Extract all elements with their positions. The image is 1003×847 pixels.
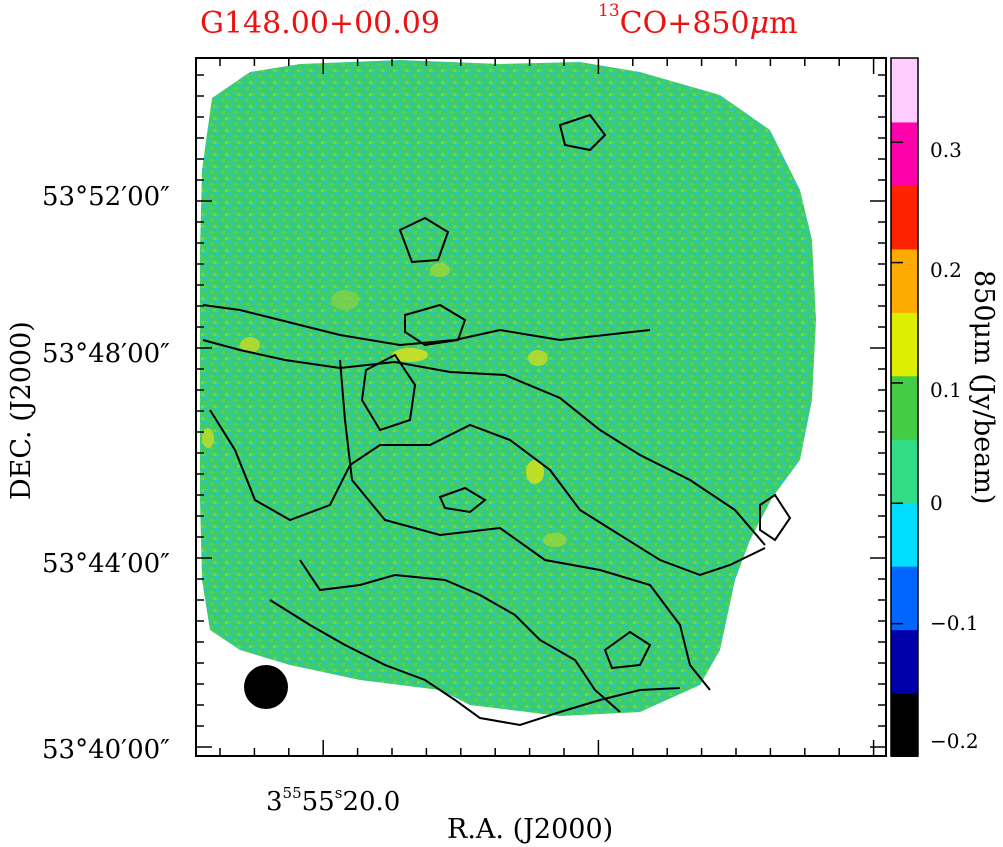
colorbar — [891, 58, 918, 757]
bright-clump — [202, 428, 214, 448]
contour-loop — [558, 113, 607, 152]
colorbar-tick-label: 0 — [930, 491, 943, 515]
contour-loop — [438, 486, 487, 514]
colorbar-band — [891, 565, 918, 631]
colorbar-band — [891, 311, 918, 377]
contour-line — [339, 359, 711, 691]
bright-clump — [331, 290, 359, 310]
contour-line — [202, 304, 651, 347]
tracer-unit: m — [769, 6, 798, 41]
x-axis-label: R.A. (J2000) — [447, 814, 613, 845]
bright-clump — [392, 348, 428, 362]
y-tick-label: 53°52′00″ — [42, 182, 170, 212]
colorbar-label: 850μm (Jy/beam) — [968, 270, 999, 504]
tracer-label: CO+850 — [619, 6, 750, 41]
colorbar-tick-label: 0.2 — [930, 258, 962, 282]
y-tick-label: 53°44′00″ — [42, 549, 170, 579]
bright-clump — [430, 263, 450, 277]
y-tick-marks — [196, 74, 886, 748]
x-tick-label: 35555s20.0 — [266, 784, 400, 817]
colorbar-tick-marks — [891, 141, 903, 745]
source-title: G148.00+00.09 — [200, 6, 440, 41]
y-axis-label: DEC. (J2000) — [6, 321, 37, 500]
isotope-superscript: 13 — [598, 1, 620, 21]
contour-line — [202, 339, 766, 546]
beam-marker — [244, 665, 288, 709]
y-tick-label: 53°40′00″ — [42, 735, 170, 765]
contour-overlay — [202, 113, 792, 727]
colorbar-band — [891, 502, 918, 567]
colorbar-band — [891, 692, 918, 757]
contour-loop — [360, 353, 417, 432]
bright-clump — [543, 533, 567, 547]
colorbar-band — [891, 58, 918, 123]
colorbar-band — [891, 375, 918, 440]
colorbar-tick-label: 0.1 — [930, 378, 962, 402]
colorbar-band — [891, 438, 918, 504]
plot-frame — [195, 57, 887, 757]
bright-clump — [526, 460, 544, 484]
colorbar-tick-label: 0.3 — [930, 138, 962, 162]
contour-loop — [404, 303, 467, 347]
contour-loop — [603, 630, 652, 670]
colorbar-tick-label: −0.2 — [930, 729, 979, 753]
colorbar-band — [891, 629, 918, 694]
y-tick-label: 53°48′00″ — [42, 339, 170, 369]
emission-map — [200, 60, 816, 716]
colorbar-band — [891, 121, 918, 186]
x-tick-marks — [219, 58, 875, 756]
contour-line — [269, 599, 681, 727]
colorbar-band — [891, 248, 918, 313]
colorbar-frame — [890, 57, 919, 757]
bright-clump — [240, 337, 260, 353]
contour-line — [209, 409, 766, 577]
colorbar-band — [891, 184, 918, 250]
contour-loop — [398, 216, 450, 264]
bright-clump — [528, 350, 548, 366]
colorbar-tick-label: −0.1 — [930, 611, 979, 635]
tracer-mu: μ — [749, 6, 770, 41]
contour-loop — [759, 493, 792, 542]
contour-line — [299, 559, 621, 713]
tracer-title: 13CO+850μm — [598, 1, 798, 41]
